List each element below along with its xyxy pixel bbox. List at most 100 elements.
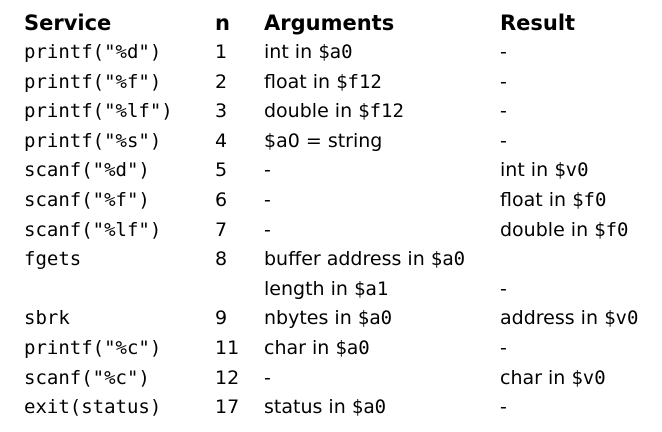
service-number-cell: 2 <box>215 70 228 93</box>
table-row: scanf("%d") 5 - int in $v0 <box>0 155 662 185</box>
table-row: printf("%s") 4 $a0 = string - <box>0 126 662 156</box>
arguments-cell: - <box>264 155 271 185</box>
arguments-register: $a0 <box>318 41 353 63</box>
table-row: printf("%lf") 3 double in $f12 - <box>0 96 662 126</box>
result-cell: - <box>500 333 507 363</box>
arguments-text: nbytes in <box>264 307 352 330</box>
result-cell: - <box>500 37 507 67</box>
arguments-text: float in <box>264 70 331 93</box>
table-row: scanf("%c") 12 - char in $v0 <box>0 363 662 393</box>
table-row: scanf("%lf") 7 - double in $f0 <box>0 215 662 245</box>
service-cell: printf("%c") <box>24 337 162 359</box>
arguments-cell: char in $a0 <box>264 333 370 363</box>
arguments-cell: - <box>264 215 271 245</box>
arguments-cell: - <box>264 363 271 393</box>
arguments-text: $a0 = string <box>264 129 383 152</box>
arguments-register: $a0 <box>335 337 370 359</box>
arguments-text: double in <box>264 100 353 123</box>
header-n: n <box>215 11 230 35</box>
arguments-text: int in <box>264 41 313 63</box>
service-cell: printf("%lf") <box>24 100 173 123</box>
table-row: printf("%d") 1 int in $a0 - <box>0 37 662 67</box>
result-text: - <box>500 396 507 419</box>
service-cell: scanf("%c") <box>24 366 150 389</box>
service-number-cell: 9 <box>215 307 228 330</box>
service-number-cell: 5 <box>215 159 228 182</box>
arguments-cell: double in $f12 <box>264 96 404 126</box>
result-cell: - <box>500 126 507 156</box>
result-register: $f0 <box>594 218 629 241</box>
result-register: $v0 <box>571 366 606 389</box>
arguments-cell: int in $a0 <box>264 37 353 67</box>
result-text: double in <box>500 218 589 241</box>
service-cell: fgets <box>24 248 82 271</box>
result-text: - <box>500 337 507 359</box>
table-row: length in $a1 - <box>0 274 662 304</box>
arguments-cell: nbytes in $a0 <box>264 303 392 333</box>
table-row: sbrk 9 nbytes in $a0 address in $v0 <box>0 303 662 333</box>
service-number-cell: 11 <box>215 337 240 359</box>
service-cell: sbrk <box>24 307 70 330</box>
result-cell: - <box>500 96 507 126</box>
service-cell: printf("%f") <box>24 70 162 93</box>
table-row: printf("%c") 11 char in $a0 - <box>0 333 662 363</box>
result-cell: - <box>500 67 507 97</box>
arguments-cell: float in $f12 <box>264 67 382 97</box>
result-cell: float in $f0 <box>500 185 606 215</box>
arguments-cell: $a0 = string <box>264 126 382 156</box>
result-cell: char in $v0 <box>500 363 606 393</box>
service-cell: scanf("%f") <box>24 189 150 211</box>
result-register: $v0 <box>604 307 639 330</box>
table-row: exit(status) 17 status in $a0 - <box>0 392 662 422</box>
service-number-cell: 3 <box>215 100 228 123</box>
arguments-text: char in <box>264 337 330 359</box>
header-arguments: Arguments <box>264 11 395 35</box>
table-row: scanf("%f") 6 - float in $f0 <box>0 185 662 215</box>
service-number-cell: 6 <box>215 189 228 211</box>
result-cell: - <box>500 274 507 304</box>
service-number-cell: 17 <box>215 396 240 419</box>
arguments-text: - <box>264 159 271 182</box>
table-row: printf("%f") 2 float in $f12 - <box>0 67 662 97</box>
result-text: - <box>500 70 507 93</box>
header-result: Result <box>500 11 576 35</box>
arguments-cell: buffer address in $a0 <box>264 244 465 274</box>
result-cell: int in $v0 <box>500 155 589 185</box>
service-number-cell: 12 <box>215 366 240 389</box>
result-text: - <box>500 277 507 300</box>
service-number-cell: 7 <box>215 218 228 241</box>
result-text: address in <box>500 307 599 330</box>
result-cell: double in $f0 <box>500 215 629 245</box>
arguments-text: length in <box>264 277 348 300</box>
service-number-cell: 4 <box>215 129 228 152</box>
result-text: - <box>500 41 507 63</box>
result-text: char in <box>500 366 566 389</box>
arguments-cell: length in $a1 <box>264 274 388 304</box>
arguments-text: status in <box>264 396 346 419</box>
result-cell: - <box>500 392 507 422</box>
arguments-cell: status in $a0 <box>264 392 386 422</box>
arguments-register: $a1 <box>353 277 389 300</box>
arguments-text: - <box>264 189 271 211</box>
arguments-register: $a0 <box>351 396 387 419</box>
result-register: $f0 <box>572 189 607 211</box>
service-cell: exit(status) <box>24 396 162 419</box>
service-cell: scanf("%lf") <box>24 218 162 241</box>
arguments-text: - <box>264 218 271 241</box>
table-row: fgets 8 buffer address in $a0 <box>0 244 662 274</box>
result-text: int in <box>500 159 549 182</box>
arguments-register: $a0 <box>357 307 393 330</box>
arguments-cell: - <box>264 185 271 215</box>
service-cell: scanf("%d") <box>24 159 150 182</box>
header-service: Service <box>24 11 112 35</box>
arguments-text: - <box>264 366 271 389</box>
result-cell: address in $v0 <box>500 303 638 333</box>
service-number-cell: 8 <box>215 248 228 271</box>
result-text: - <box>500 129 507 152</box>
arguments-register: $f12 <box>358 100 404 123</box>
arguments-register: $f12 <box>336 70 382 93</box>
result-text: - <box>500 100 507 123</box>
service-cell: printf("%s") <box>24 129 162 152</box>
arguments-text: buffer address in <box>264 248 425 271</box>
arguments-register: $a0 <box>430 248 466 271</box>
